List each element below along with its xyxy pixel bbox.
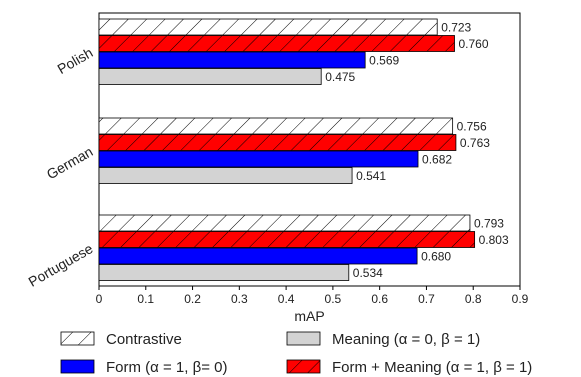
plot-area: 0.723 0.756 0.793 0.760 0.763 0.803 0.569 0.682… <box>25 12 529 324</box>
x-tick-label: 0.7 <box>418 292 435 306</box>
x-tick-label: 0.2 <box>184 292 201 306</box>
bar <box>98 134 457 151</box>
legend-label: Form + Meaning (α = 1, β = 1) <box>332 359 532 376</box>
bar <box>98 117 454 135</box>
category-label: Polish <box>54 44 95 77</box>
legend-label: Form (α = 1, β= 0) <box>106 359 228 376</box>
bar <box>98 35 455 52</box>
legend-swatch <box>60 359 95 374</box>
value-label: 0.475 <box>325 70 355 84</box>
value-label: 0.541 <box>356 169 386 183</box>
value-label: 0.756 <box>457 120 487 134</box>
value-label: 0.723 <box>441 21 471 35</box>
bar <box>98 51 366 69</box>
legend-label: Meaning (α = 0, β = 1) <box>332 331 480 348</box>
bar <box>98 264 350 281</box>
value-label: 0.793 <box>474 217 504 231</box>
x-tick-label: 0.3 <box>231 292 248 306</box>
bar <box>98 231 476 248</box>
bar <box>98 214 471 232</box>
bar <box>98 18 438 36</box>
value-label: 0.534 <box>353 266 383 280</box>
x-tick-label: 0 <box>96 292 103 306</box>
category-label: German <box>44 143 96 182</box>
value-label: 0.682 <box>422 153 452 167</box>
x-tick-label: 0.5 <box>325 292 342 306</box>
x-tick-label: 0.4 <box>278 292 295 306</box>
value-label: 0.569 <box>369 54 399 68</box>
bar <box>98 150 419 168</box>
x-axis-label: mAP <box>294 308 324 324</box>
legend-label: Contrastive <box>106 331 182 348</box>
legend: Contrastive Meaning (α = 0, β = 1) Form (α… <box>60 331 532 376</box>
category-label: Portuguese <box>25 240 95 290</box>
value-label: 0.803 <box>479 233 509 247</box>
x-tick-label: 0.6 <box>371 292 388 306</box>
value-label: 0.760 <box>459 37 489 51</box>
legend-swatch <box>60 331 95 346</box>
legend-swatch <box>286 331 321 346</box>
bar <box>98 247 418 265</box>
x-tick-label: 0.8 <box>465 292 482 306</box>
bar <box>98 167 353 184</box>
bar <box>98 68 322 85</box>
value-label: 0.680 <box>421 250 451 264</box>
value-label: 0.763 <box>460 136 490 150</box>
x-tick-label: 0.9 <box>512 292 529 306</box>
legend-swatch <box>286 359 321 374</box>
x-tick-label: 0.1 <box>137 292 154 306</box>
